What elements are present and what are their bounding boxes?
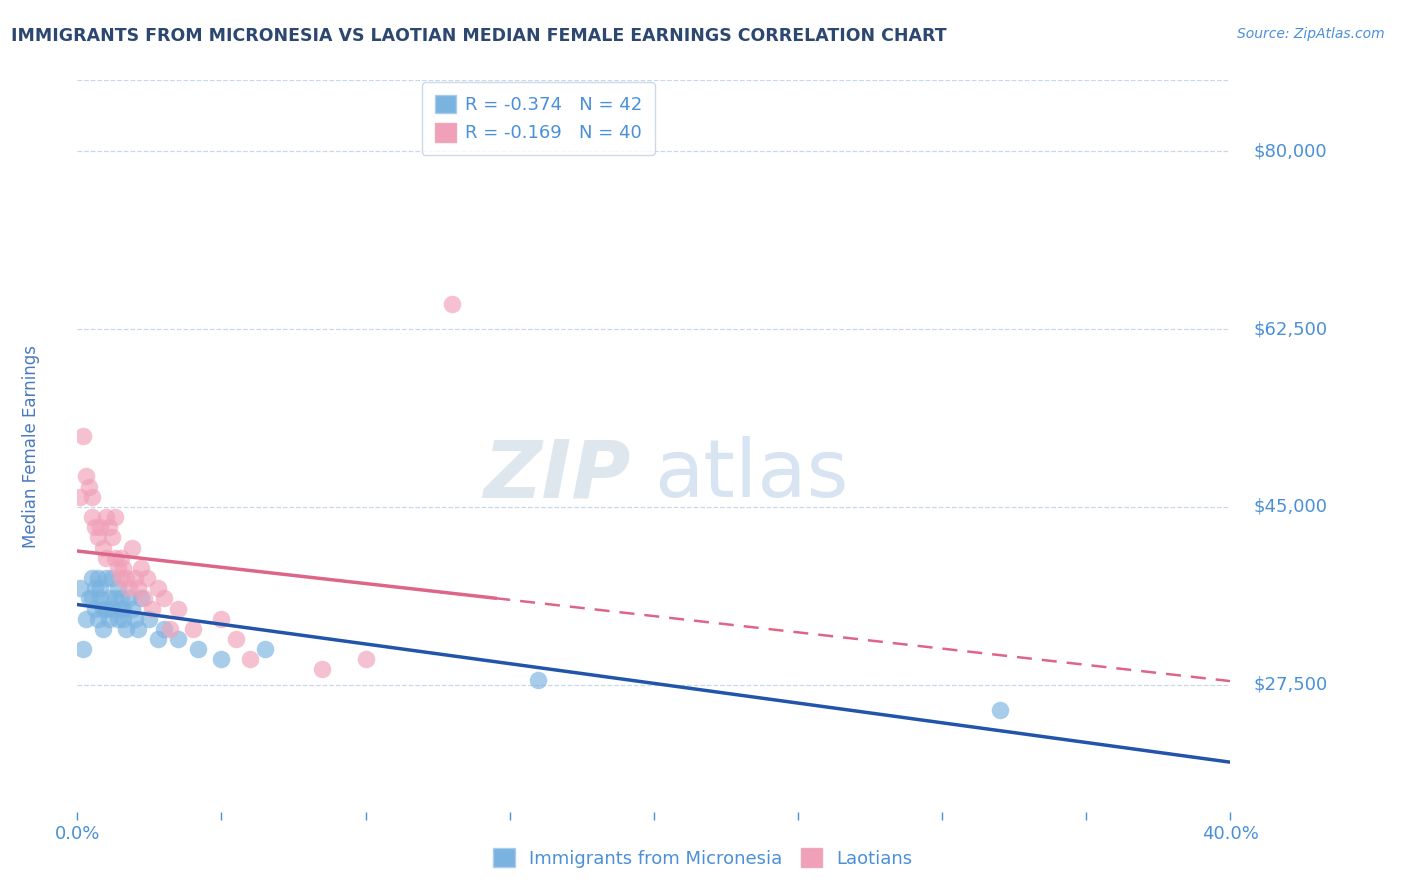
Point xyxy=(110,550,132,565)
Point xyxy=(91,622,114,636)
Point xyxy=(354,652,377,666)
Point xyxy=(146,581,169,595)
Point xyxy=(167,601,190,615)
Point xyxy=(129,561,152,575)
Point xyxy=(75,469,97,483)
Point xyxy=(115,622,138,636)
Text: $80,000: $80,000 xyxy=(1253,143,1327,161)
Point xyxy=(239,652,262,666)
Legend: R = -0.374   N = 42, R = -0.169   N = 40: R = -0.374 N = 42, R = -0.169 N = 40 xyxy=(422,82,655,155)
Point xyxy=(86,530,108,544)
Point xyxy=(988,703,1011,717)
Point xyxy=(121,541,143,555)
Point xyxy=(101,601,124,615)
Point xyxy=(107,612,129,626)
Point xyxy=(98,591,121,606)
Point xyxy=(101,571,124,585)
Point xyxy=(80,591,103,606)
Point xyxy=(86,571,108,585)
Point xyxy=(211,652,233,666)
Point xyxy=(104,591,127,606)
Point xyxy=(96,550,118,565)
Point xyxy=(91,541,114,555)
Point xyxy=(124,612,146,626)
Point xyxy=(135,571,157,585)
Text: $27,500: $27,500 xyxy=(1253,676,1327,694)
Point xyxy=(441,297,464,311)
Text: $45,000: $45,000 xyxy=(1253,498,1327,516)
Text: ZIP: ZIP xyxy=(484,436,631,515)
Point xyxy=(98,612,121,626)
Point xyxy=(98,520,121,534)
Point xyxy=(132,591,155,606)
Point xyxy=(110,591,132,606)
Point xyxy=(121,601,143,615)
Point xyxy=(527,673,550,687)
Point xyxy=(112,612,135,626)
Point xyxy=(89,520,111,534)
Point xyxy=(101,530,124,544)
Point xyxy=(146,632,169,646)
Point xyxy=(80,510,103,524)
Point xyxy=(83,581,105,595)
Point xyxy=(89,581,111,595)
Point xyxy=(159,622,181,636)
Point xyxy=(96,571,118,585)
Point xyxy=(181,622,204,636)
Point xyxy=(75,612,97,626)
Point xyxy=(124,571,146,585)
Point xyxy=(104,510,127,524)
Point xyxy=(91,601,114,615)
Point xyxy=(110,571,132,585)
Point xyxy=(104,550,127,565)
Point xyxy=(153,622,174,636)
Point xyxy=(112,561,135,575)
Text: atlas: atlas xyxy=(654,436,848,515)
Point xyxy=(118,581,141,595)
Point xyxy=(118,591,141,606)
Point xyxy=(211,612,233,626)
Point xyxy=(83,601,105,615)
Point xyxy=(138,612,160,626)
Text: Source: ZipAtlas.com: Source: ZipAtlas.com xyxy=(1237,27,1385,41)
Point xyxy=(153,591,174,606)
Point xyxy=(253,642,276,657)
Point xyxy=(225,632,247,646)
Text: IMMIGRANTS FROM MICRONESIA VS LAOTIAN MEDIAN FEMALE EARNINGS CORRELATION CHART: IMMIGRANTS FROM MICRONESIA VS LAOTIAN ME… xyxy=(11,27,946,45)
Point xyxy=(77,591,100,606)
Point xyxy=(72,642,94,657)
Point xyxy=(69,581,91,595)
Point xyxy=(96,601,118,615)
Point xyxy=(89,591,111,606)
Point xyxy=(107,561,129,575)
Point xyxy=(129,591,152,606)
Text: $62,500: $62,500 xyxy=(1253,320,1327,338)
Point xyxy=(187,642,209,657)
Point xyxy=(127,622,149,636)
Point xyxy=(112,601,135,615)
Point xyxy=(69,490,91,504)
Point xyxy=(127,581,149,595)
Point xyxy=(86,612,108,626)
Point xyxy=(141,601,163,615)
Point xyxy=(110,601,132,615)
Point xyxy=(115,571,138,585)
Point xyxy=(83,520,105,534)
Point xyxy=(77,480,100,494)
Point xyxy=(311,663,333,677)
Point xyxy=(96,510,118,524)
Point xyxy=(72,429,94,443)
Point xyxy=(80,571,103,585)
Point xyxy=(80,490,103,504)
Text: Median Female Earnings: Median Female Earnings xyxy=(22,344,41,548)
Legend: Immigrants from Micronesia, Laotians: Immigrants from Micronesia, Laotians xyxy=(482,838,924,879)
Point xyxy=(167,632,190,646)
Point xyxy=(107,581,129,595)
